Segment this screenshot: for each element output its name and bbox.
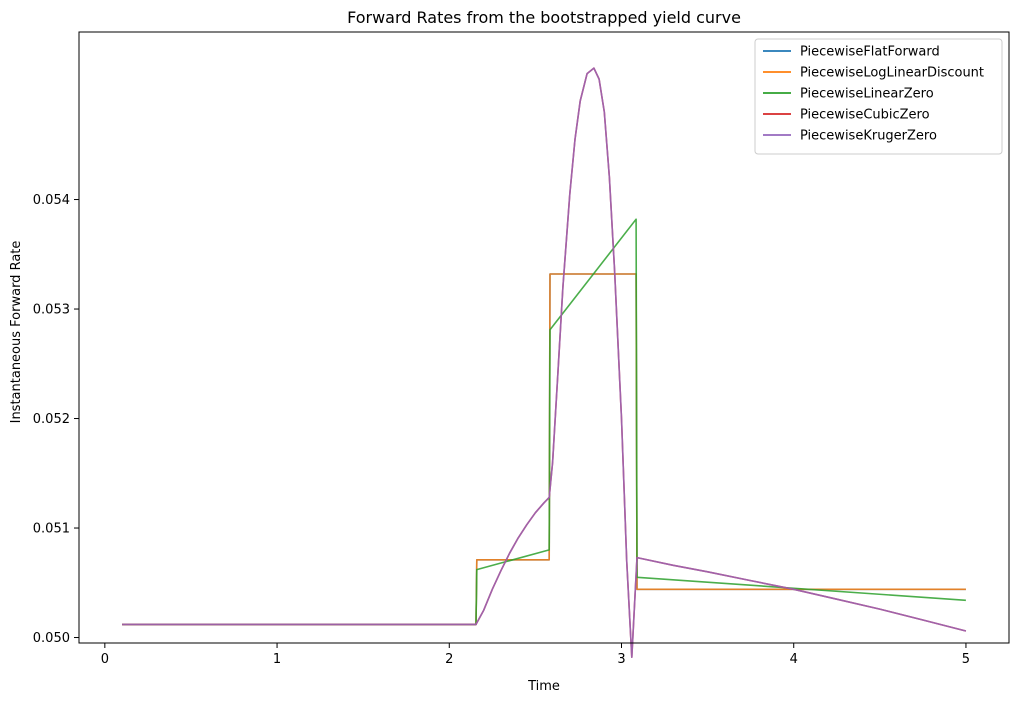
x-tick-label: 3 (617, 652, 625, 667)
y-tick-label: 0.053 (33, 303, 70, 318)
plot-frame (78, 31, 1010, 644)
y-tick-label: 0.052 (33, 412, 70, 427)
series-line-piecewisecubiczero (122, 67, 967, 659)
series-line-piecewiselinearzero (122, 218, 966, 626)
x-tick-label: 2 (445, 652, 453, 667)
legend-label: PiecewiseCubicZero (800, 108, 930, 123)
x-axis-label: Time (527, 679, 560, 694)
legend-label: PiecewiseLogLinearDiscount (800, 66, 984, 81)
legend: PiecewiseFlatForward PiecewiseLogLinearDi… (754, 38, 1003, 155)
x-tick-label: 1 (273, 652, 281, 667)
x-axis: 0 1 2 3 4 5 (101, 643, 970, 667)
series-line-piecewiseloglineardiscount (122, 273, 966, 626)
y-tick-label: 0.051 (33, 522, 70, 537)
y-axis: 0.050 0.051 0.052 0.053 0.054 (33, 193, 79, 646)
x-tick-label: 5 (962, 652, 970, 667)
legend-label: PiecewiseKrugerZero (800, 129, 937, 144)
y-tick-label: 0.050 (33, 631, 70, 646)
x-tick-label: 4 (790, 652, 798, 667)
series-line-piecewisekrugerzero (122, 67, 967, 659)
x-tick-label: 0 (101, 652, 109, 667)
legend-box (754, 38, 1003, 155)
plot-area (122, 67, 967, 659)
y-axis-label: Instantaneous Forward Rate (9, 241, 24, 424)
y-tick-label: 0.054 (33, 193, 70, 208)
series-line-piecewiseflatforward (122, 273, 966, 626)
chart-title: Forward Rates from the bootstrapped yiel… (347, 8, 741, 27)
legend-label: PiecewiseFlatForward (800, 45, 940, 60)
legend-label: PiecewiseLinearZero (800, 87, 934, 102)
